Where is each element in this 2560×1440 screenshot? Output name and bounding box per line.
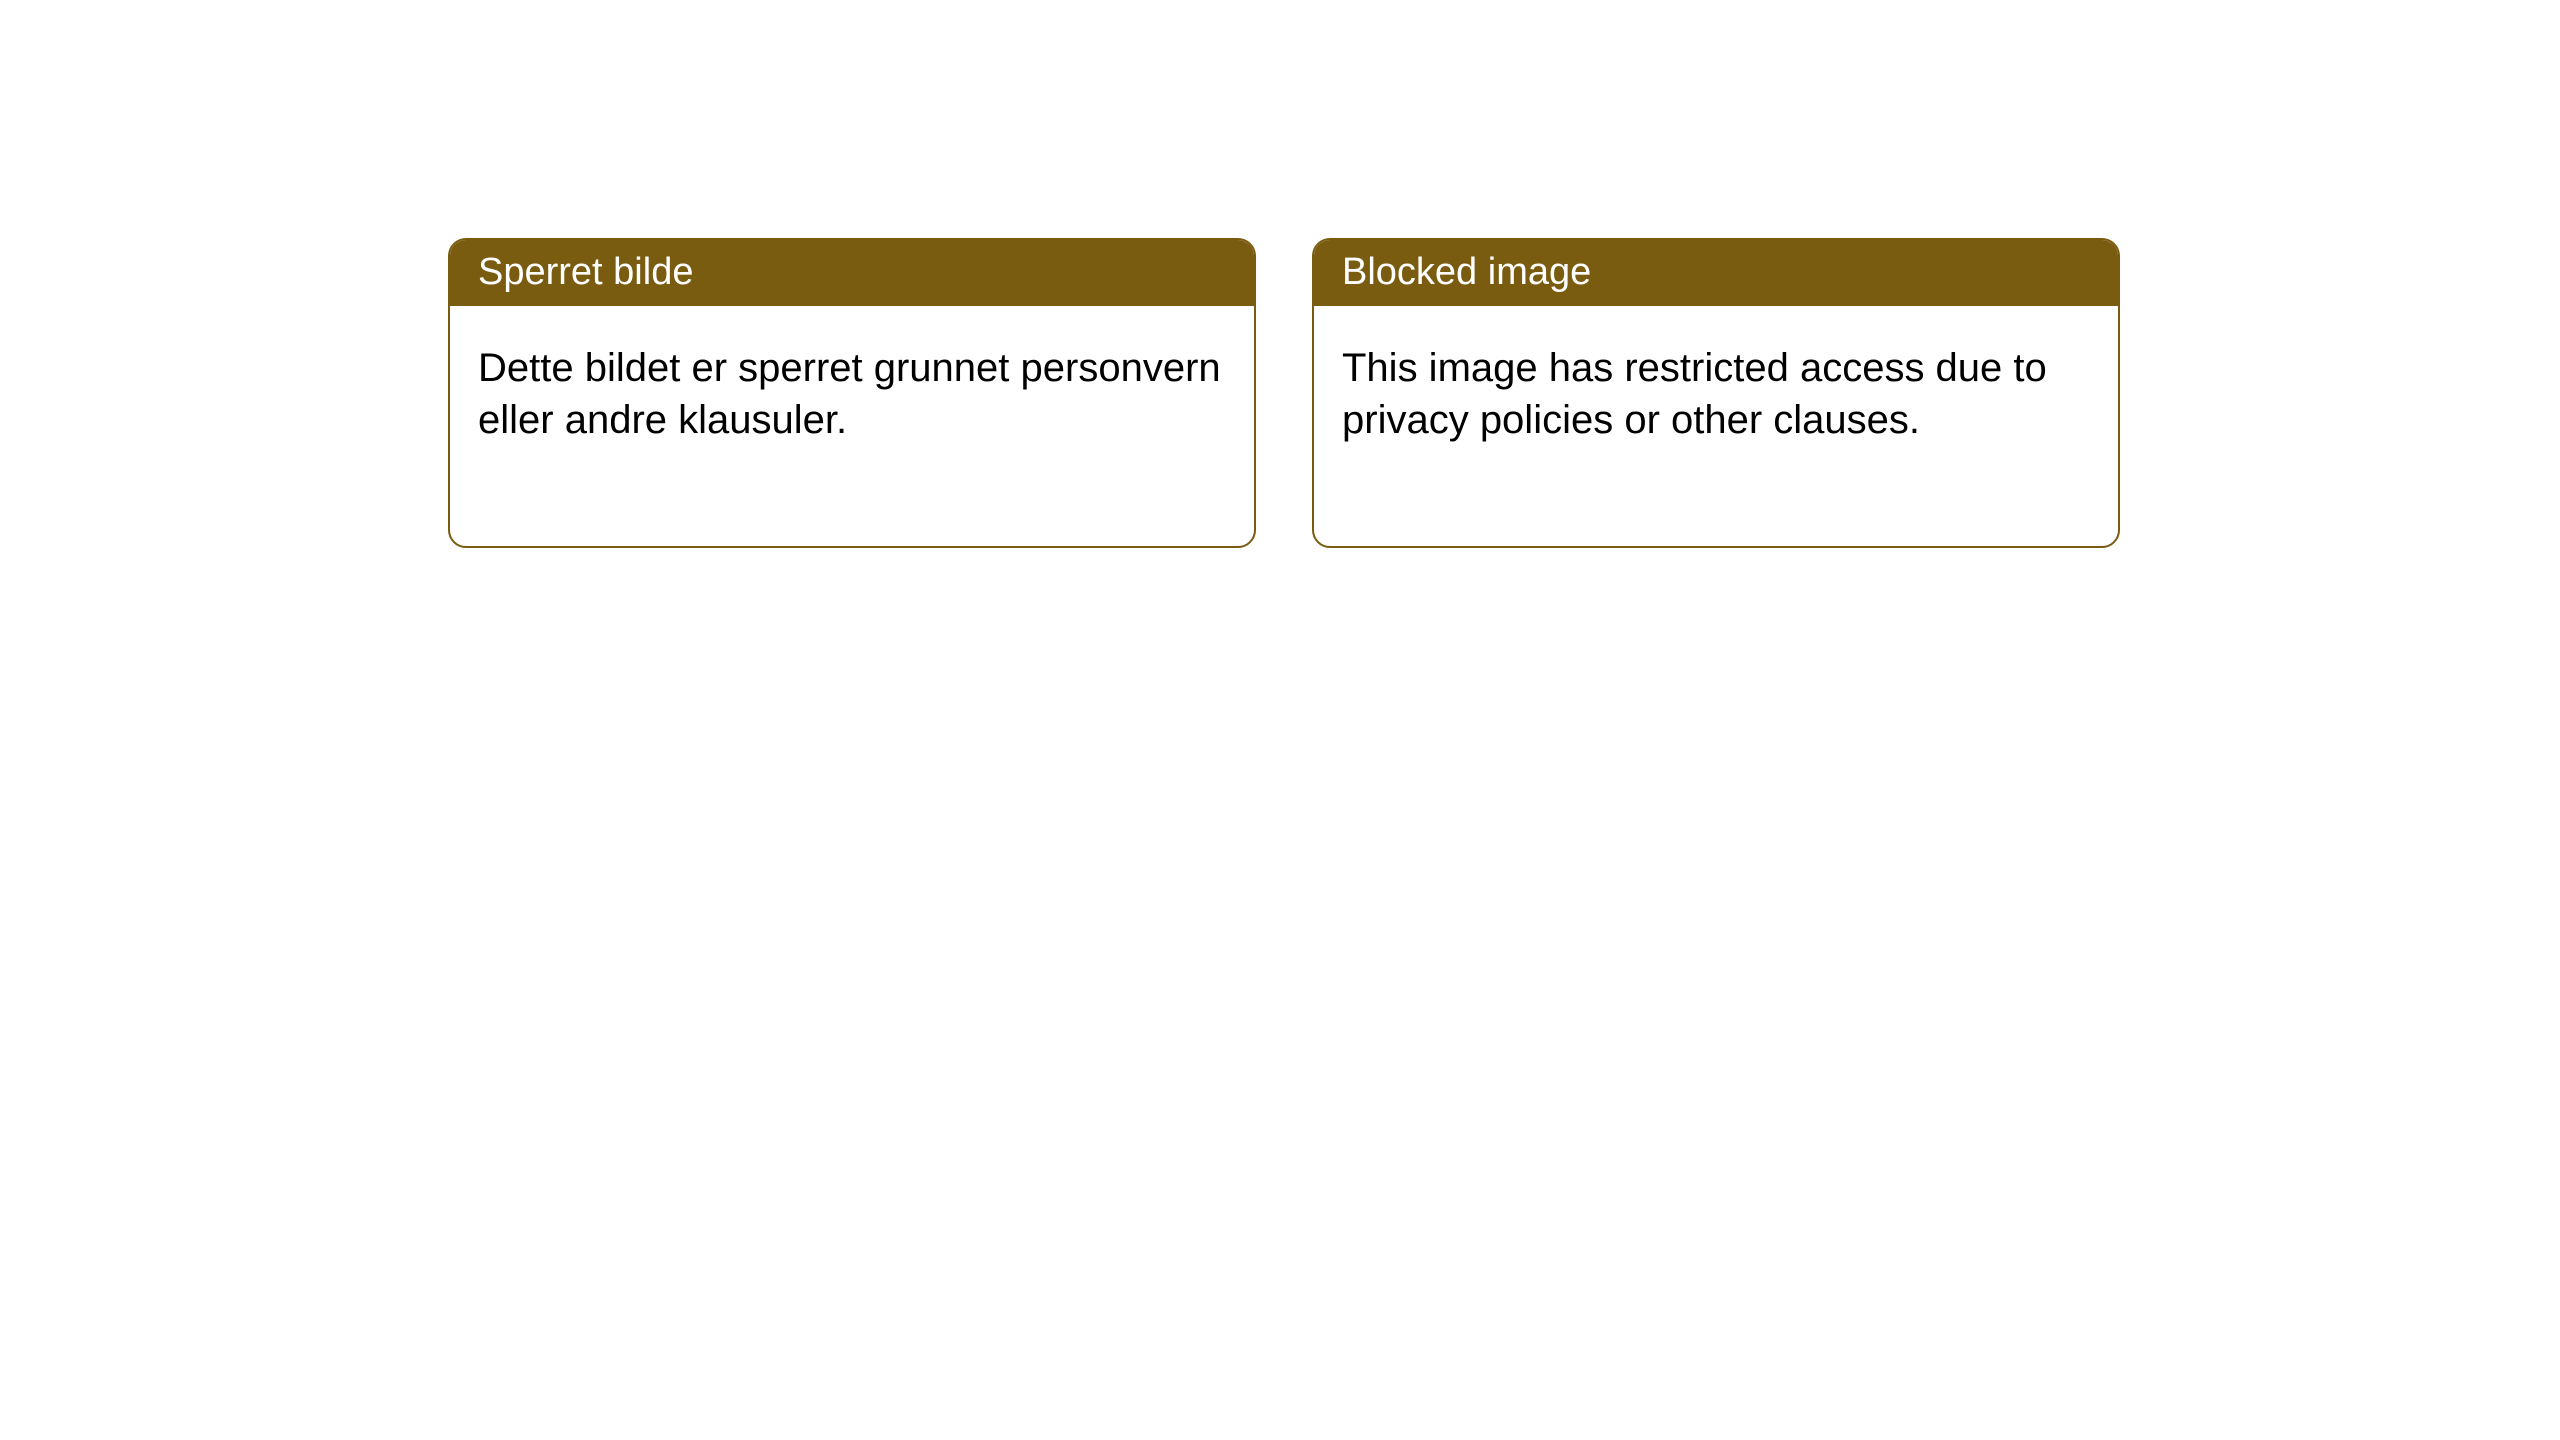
notice-header-norwegian: Sperret bilde [450, 240, 1254, 306]
notice-body-english: This image has restricted access due to … [1314, 306, 2118, 546]
notice-body-norwegian: Dette bildet er sperret grunnet personve… [450, 306, 1254, 546]
notice-cards-container: Sperret bilde Dette bildet er sperret gr… [448, 238, 2120, 548]
notice-header-english: Blocked image [1314, 240, 2118, 306]
notice-card-english: Blocked image This image has restricted … [1312, 238, 2120, 548]
notice-card-norwegian: Sperret bilde Dette bildet er sperret gr… [448, 238, 1256, 548]
